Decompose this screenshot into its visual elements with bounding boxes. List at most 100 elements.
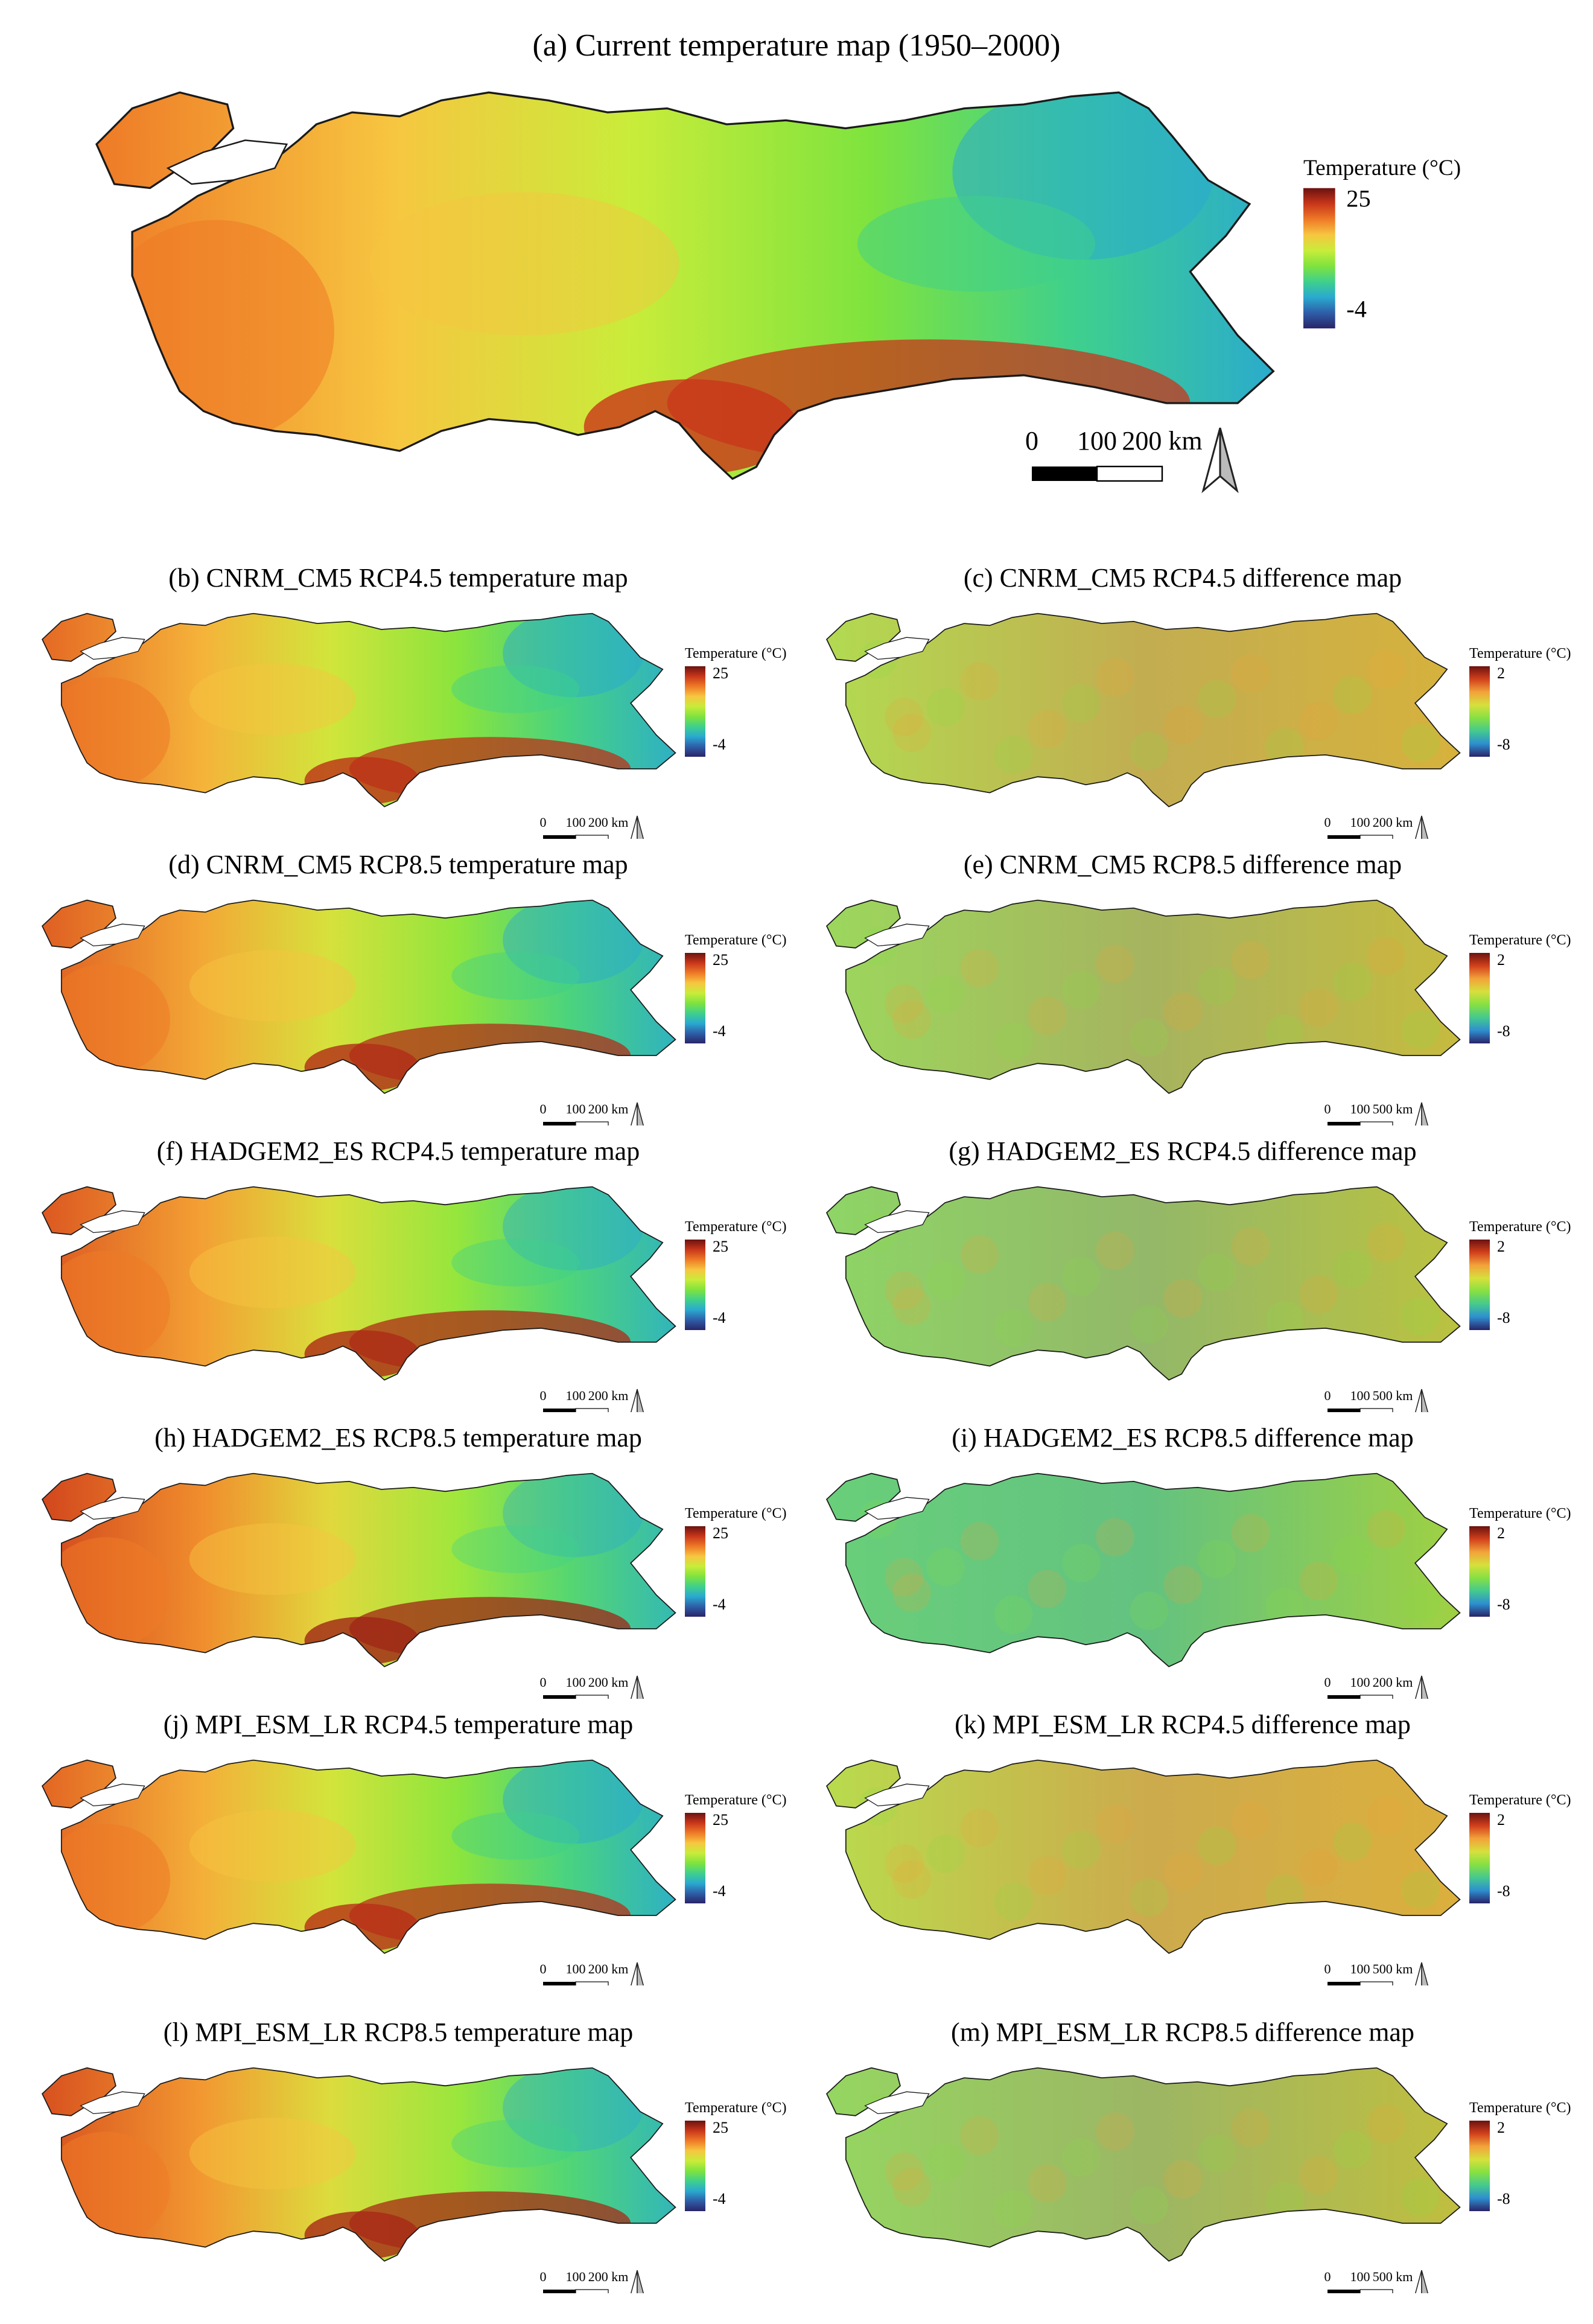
country-map	[41, 613, 676, 807]
panel-m: (m) MPI_ESM_LR RCP8.5 difference map Temp…	[825, 2017, 1571, 2293]
scale-segment-black	[1328, 1122, 1360, 1125]
scale-segment-black	[1328, 1695, 1360, 1699]
scale-bar: 0 100 200 km	[1324, 1675, 1429, 1699]
north-arrow-icon	[630, 2270, 638, 2293]
scale-label: 500 km	[1373, 1388, 1413, 1403]
scale-label: 0	[540, 815, 547, 830]
legend-max-label: 2	[1497, 664, 1505, 682]
scale-bar: 0 100 500 km	[1324, 2269, 1429, 2293]
legend-max-label: 25	[713, 1524, 728, 1542]
sea-of-marmara	[864, 2091, 930, 2115]
legend-title: Temperature (°C)	[1469, 1506, 1571, 1521]
scale-segment-white	[1359, 1121, 1393, 1125]
scale-label: 0	[1324, 2269, 1331, 2284]
legend-color-bar	[1469, 1240, 1490, 1330]
legend-title: Temperature (°C)	[1303, 156, 1461, 180]
panel-e: (e) CNRM_CM5 RCP8.5 difference map Temper…	[825, 850, 1571, 1125]
scale-segment-white	[575, 835, 609, 839]
north-arrow-shade	[1421, 815, 1429, 839]
country-map	[41, 1472, 676, 1667]
scale-label: 200 km	[588, 1101, 629, 1116]
scale-label: 100	[1077, 426, 1117, 456]
scale-bar: 0 100 200 km	[540, 2269, 644, 2293]
scale-label: 100	[1350, 1388, 1370, 1403]
panel-title: (e) CNRM_CM5 RCP8.5 difference map	[964, 850, 1402, 879]
coastline	[845, 1472, 1461, 1667]
scale-label: 0	[1324, 1388, 1331, 1403]
scale-label: 500 km	[1373, 1101, 1413, 1116]
north-arrow-shade	[637, 2270, 644, 2293]
scale-label: 100	[1350, 2269, 1370, 2284]
legend-max-label: 25	[713, 951, 728, 969]
sea-of-marmara	[864, 923, 930, 947]
legend-max-label: 25	[713, 2119, 728, 2136]
scale-segment-white	[1359, 835, 1393, 839]
scale-bar: 0 100 200 km	[1324, 815, 1429, 839]
legend-min-label: -8	[1497, 1596, 1510, 1613]
scale-label: 0	[1324, 1101, 1331, 1116]
north-arrow-icon	[1414, 1102, 1422, 1125]
legend-color-bar	[1469, 1813, 1490, 1903]
central-plateau	[189, 950, 356, 1022]
north-arrow-icon	[1201, 427, 1221, 494]
legend-max-label: 25	[713, 1238, 728, 1255]
scale-label: 200 km	[588, 815, 629, 830]
scale-label: 0	[540, 1961, 547, 1976]
sea-of-marmara	[80, 1497, 145, 1520]
panel-title: (a) Current temperature map (1950–2000)	[532, 28, 1060, 63]
legend-min-label: -4	[713, 1596, 726, 1613]
legend-min-label: -4	[713, 1309, 726, 1326]
country-map	[95, 91, 1275, 480]
coastline-thrace	[41, 1186, 116, 1235]
panel-title: (m) MPI_ESM_LR RCP8.5 difference map	[951, 2017, 1414, 2047]
coastline	[845, 1186, 1461, 1381]
legend-color-bar	[1469, 666, 1490, 757]
country-map	[825, 1472, 1461, 1667]
cold-zone-east	[451, 1238, 580, 1287]
legend-title: Temperature (°C)	[685, 646, 787, 661]
central-plateau	[189, 1237, 356, 1308]
north-arrow-shade	[1421, 2270, 1429, 2293]
scale-bar: 0 100 500 km	[1324, 1961, 1429, 1985]
scale-segment-white	[1359, 1981, 1393, 1985]
country-map	[825, 1759, 1461, 1954]
legend-color-bar	[685, 666, 705, 757]
legend-color-bar	[1469, 1526, 1490, 1617]
scale-segment-white	[575, 1981, 609, 1985]
coastline	[60, 1759, 676, 1954]
country-map	[41, 2067, 676, 2262]
north-arrow-icon	[1414, 1675, 1422, 1699]
sea-of-marmara	[864, 637, 930, 660]
color-legend: Temperature (°C) 2 -8	[1469, 1506, 1571, 1617]
panel-l: (l) MPI_ESM_LR RCP8.5 temperature map Tem…	[41, 2017, 787, 2293]
legend-title: Temperature (°C)	[1469, 646, 1571, 661]
scale-bar: 0 100 200 km	[540, 1675, 644, 1699]
coastline-thrace	[41, 1759, 116, 1809]
cold-zone-east	[857, 196, 1095, 292]
cold-zone-northeast	[503, 1473, 644, 1558]
north-arrow-shade	[637, 1102, 644, 1125]
legend-color-bar	[685, 1813, 705, 1903]
scale-label: 100	[1350, 1101, 1370, 1116]
scale-label: 200 km	[588, 2269, 629, 2284]
cold-zone-east	[451, 665, 580, 713]
scale-label: 100	[566, 1675, 586, 1690]
sea-of-marmara	[80, 637, 145, 660]
scale-segment-white	[1359, 2289, 1393, 2293]
north-arrow-icon	[1414, 2270, 1422, 2293]
legend-color-bar	[1303, 188, 1335, 329]
coastline	[60, 1472, 676, 1667]
scale-label: 0	[1324, 815, 1331, 830]
north-arrow-icon	[1414, 1962, 1422, 1985]
legend-max-label: 2	[1497, 1524, 1505, 1542]
central-plateau	[370, 192, 679, 336]
scale-segment-black	[543, 2290, 576, 2293]
legend-min-label: -8	[1497, 1309, 1510, 1326]
scale-label: 200 km	[588, 1675, 629, 1690]
scale-bar: 0 100 500 km	[1324, 1388, 1429, 1412]
coastline-thrace	[825, 1759, 901, 1809]
north-arrow-shade	[1421, 1102, 1429, 1125]
panel-g: (g) HADGEM2_ES RCP4.5 difference map Temp…	[825, 1136, 1571, 1412]
north-arrow-shade	[1421, 1675, 1429, 1699]
